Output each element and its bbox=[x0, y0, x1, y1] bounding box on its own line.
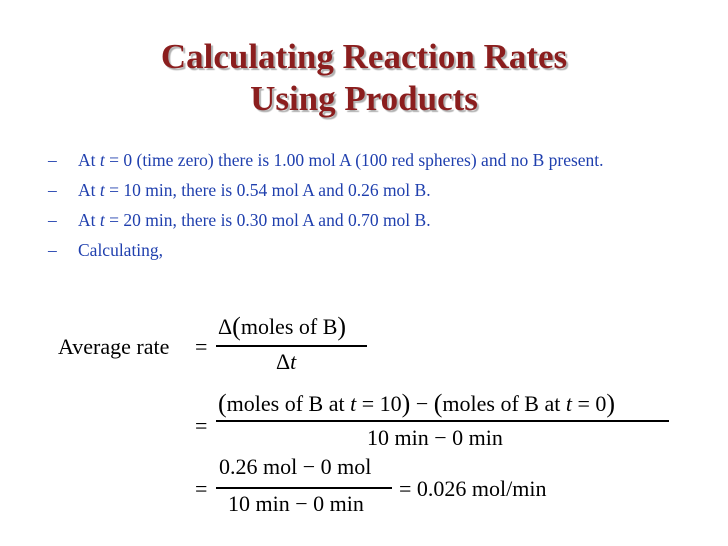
numerator-2-part-4: = 0 bbox=[571, 391, 607, 416]
time-variable: t bbox=[290, 349, 297, 374]
time-variable: t bbox=[565, 391, 572, 416]
minus-sign: − bbox=[415, 391, 429, 416]
equals-sign-1: = bbox=[195, 334, 208, 359]
bullet-item: – At t = 0 (time zero) there is 1.00 mol… bbox=[48, 148, 688, 173]
numerator-1: Δ(moles of B) bbox=[218, 311, 346, 341]
bullet-prefix: At bbox=[78, 150, 100, 170]
bullet-text: = 20 min, there is 0.30 mol A and 0.70 m… bbox=[104, 210, 431, 230]
close-paren: ) bbox=[337, 312, 347, 341]
bullet-variable: t bbox=[99, 150, 105, 170]
close-paren: ) bbox=[401, 389, 411, 418]
delta-symbol: Δ bbox=[276, 349, 291, 374]
equals-sign-3: = bbox=[195, 476, 208, 501]
bullet-prefix: Calculating, bbox=[78, 240, 164, 260]
denominator-1: Δt bbox=[276, 349, 296, 375]
close-paren: ) bbox=[606, 389, 616, 418]
denominator-2: 10 min − 0 min bbox=[367, 425, 503, 450]
open-paren: ( bbox=[218, 389, 227, 418]
time-variable: t bbox=[350, 391, 357, 416]
title-line-2: Using Products bbox=[250, 79, 478, 118]
average-rate-label: Average rate bbox=[58, 334, 170, 359]
open-paren: ( bbox=[232, 312, 241, 341]
numerator-1-text: moles of B bbox=[240, 314, 338, 339]
bullet-dash: – bbox=[48, 240, 57, 260]
bullet-variable: t bbox=[99, 210, 105, 230]
title-line-1: Calculating Reaction Rates bbox=[160, 37, 568, 76]
bullet-item: – At t = 20 min, there is 0.30 mol A and… bbox=[48, 208, 688, 233]
bullet-item: – Calculating, bbox=[48, 238, 688, 263]
bullet-variable: t bbox=[99, 180, 105, 200]
bullet-text: = 10 min, there is 0.54 mol A and 0.26 m… bbox=[104, 180, 431, 200]
bullet-item: – At t = 10 min, there is 0.54 mol A and… bbox=[48, 178, 688, 203]
numerator-2-part-2: = 10 bbox=[356, 391, 402, 416]
equals-sign-2: = bbox=[195, 413, 208, 438]
slide-title: Calculating Reaction Rates Using Product… bbox=[0, 36, 728, 120]
open-paren: ( bbox=[433, 389, 443, 418]
numerator-2-part-3: moles of B at bbox=[442, 391, 566, 416]
numerator-2-part-1: moles of B at bbox=[226, 391, 351, 416]
result: = 0.026 mol/min bbox=[399, 476, 547, 501]
numerator-2: (moles of B at t = 10) − (moles of B at … bbox=[218, 388, 615, 418]
bullet-dash: – bbox=[48, 180, 57, 200]
fraction-bar-3 bbox=[216, 487, 392, 489]
bullet-list: – At t = 0 (time zero) there is 1.00 mol… bbox=[48, 148, 688, 268]
bullet-dash: – bbox=[48, 150, 57, 170]
numerator-3: 0.26 mol − 0 mol bbox=[219, 454, 372, 479]
fraction-bar-2 bbox=[216, 420, 669, 422]
delta-symbol: Δ bbox=[218, 314, 233, 339]
bullet-text: = 0 (time zero) there is 1.00 mol A (100… bbox=[104, 150, 604, 170]
bullet-prefix: At bbox=[78, 210, 100, 230]
bullet-dash: – bbox=[48, 210, 57, 230]
bullet-prefix: At bbox=[78, 180, 100, 200]
fraction-bar-1 bbox=[216, 345, 367, 347]
denominator-3: 10 min − 0 min bbox=[228, 491, 364, 516]
